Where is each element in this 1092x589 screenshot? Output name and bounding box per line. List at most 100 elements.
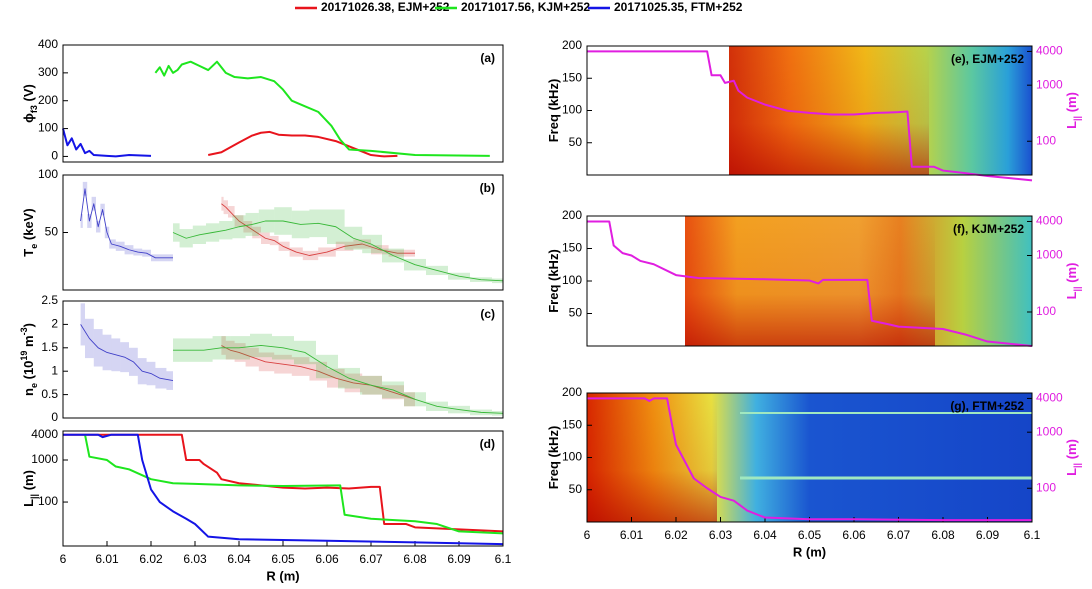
x-tick-label: 6.1 [1024,528,1041,542]
legend-label: 20171026.38, EJM+252 [321,0,450,14]
y-tick-label: 50 [569,135,583,149]
series-line [221,203,415,256]
error-band [166,371,173,390]
label-part: n [21,388,36,396]
error-band [228,206,235,218]
label-part: ϕ [21,113,36,123]
series-line [62,128,152,158]
legend-label: 20171025.35, FTM+252 [614,0,743,14]
panel-label: (a) [480,51,495,65]
y-tick-label: 1.5 [41,340,58,354]
label-part: Freq (kHz) [546,249,561,313]
series-line [80,324,174,382]
series-line [207,130,398,158]
y2-tick-label: 100 [1036,304,1056,318]
plot-frame [62,430,504,547]
y-tick-label: 2 [51,317,58,331]
y-tick-label: 100 [38,494,58,508]
y-tick-label: 50 [45,225,59,239]
series-line [63,433,504,546]
y-tick-label: 200 [38,93,58,107]
x-tick-label: 6.03 [183,552,207,566]
y-tick-label: 400 [38,37,58,51]
y-tick-label: 1 [51,363,58,377]
plot-frame [586,392,1033,523]
axis-label: Te (keV) [21,208,39,256]
x-tick-label: 6.06 [842,528,866,542]
label-part: L [21,499,36,507]
x-tick-label: 6.1 [495,552,512,566]
x-tick-label: 6.03 [709,528,733,542]
label-part: 19 [19,351,29,361]
axis-label: L|| (m) [1064,263,1082,300]
x-axis-label: R (m) [793,544,826,559]
y2-tick-label: 100 [1036,480,1056,494]
label-part: L [1064,468,1079,476]
y2-tick-label: 1000 [1036,424,1063,438]
y2-tick-label: 1000 [1036,77,1063,91]
x-tick-label: 6.09 [976,528,1000,542]
label-part: m [21,335,36,350]
y-tick-label: 150 [562,417,582,431]
x-tick-label: 6.08 [403,552,427,566]
label-part: (m) [1064,439,1079,463]
y-tick-label: 200 [562,38,582,52]
label-part: (keV) [21,208,36,243]
y-tick-label: 150 [562,70,582,84]
error-band [362,234,382,254]
series-line [154,60,490,157]
label-part: (m) [1064,263,1079,287]
plot-frame [62,44,504,163]
label-part: L [1064,121,1079,129]
y-tick-label: 50 [569,482,583,496]
label-part: || [29,494,39,499]
label-part: || [1072,286,1082,291]
series-line [80,188,173,259]
error-band [404,392,415,407]
y-tick-label: 300 [38,65,58,79]
y-tick-label: 0 [51,149,58,163]
label-part: (V) [21,84,36,105]
label-part: || [1072,463,1082,468]
axis-label: L|| (m) [1064,92,1082,129]
axis-label: ϕf3 (V) [21,84,39,123]
x-tick-label: 6.09 [447,552,471,566]
label-part: L [1064,291,1079,299]
x-tick-label: 6.05 [271,552,295,566]
y-tick-label: 100 [562,103,582,117]
legend-label: 20171017.56, KJM+252 [461,0,590,14]
axis-label: Freq (kHz) [546,249,561,313]
label-part: (10 [21,361,36,383]
x-tick-label: 6.01 [620,528,644,542]
x-tick-label: 6.04 [753,528,777,542]
series-line [84,434,504,535]
y-tick-label: 4000 [31,427,58,441]
label-part: (m) [21,470,36,494]
label-part: e [29,383,39,388]
label-part: || [1072,116,1082,121]
x-tick-label: 6.02 [664,528,688,542]
label-part: -3 [19,327,29,335]
x-tick-label: 6.01 [95,552,119,566]
y-tick-label: 100 [38,121,58,135]
y-tick-label: 200 [562,385,582,399]
series-line [587,220,1033,347]
label-part: Freq (kHz) [546,426,561,490]
plot-frame [586,215,1033,347]
label-part: T [21,249,36,257]
error-band [173,223,180,242]
x-tick-label: 6.04 [227,552,251,566]
series-line [587,50,1033,182]
x-axis-label: R (m) [266,568,299,583]
y-tick-label: 0 [51,410,58,424]
y-tick-label: 50 [569,306,583,320]
y-tick-label: 100 [562,273,582,287]
plot-frame [62,300,504,419]
error-band [221,336,226,355]
panel-label: (g), FTM+252 [950,399,1024,413]
label-part: f3 [29,105,39,113]
x-tick-label: 6.08 [931,528,955,542]
y2-tick-label: 100 [1036,133,1056,147]
